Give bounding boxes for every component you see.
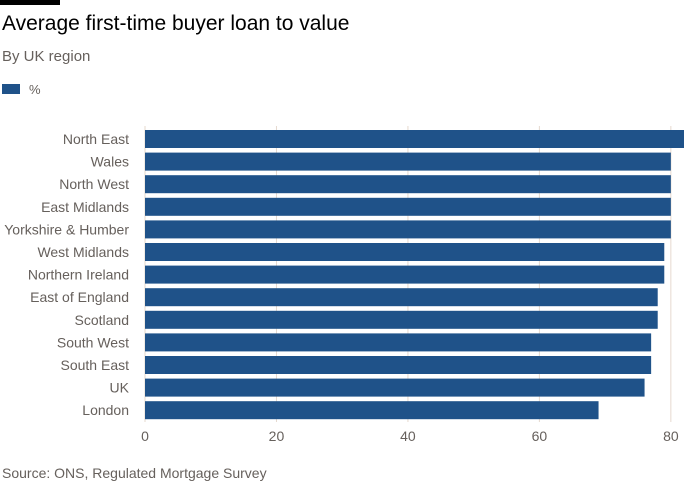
bar — [145, 220, 671, 239]
x-tick-label: 20 — [269, 428, 285, 444]
bars — [145, 130, 684, 420]
bar — [145, 333, 652, 352]
bar — [145, 152, 671, 171]
bar — [145, 130, 684, 148]
bar — [145, 243, 665, 261]
legend-swatch — [2, 84, 20, 94]
bar — [145, 378, 645, 397]
category-label: North East — [63, 131, 129, 147]
category-label: South West — [57, 334, 129, 350]
category-label: London — [82, 402, 129, 418]
chart-subtitle: By UK region — [2, 48, 91, 65]
bar — [145, 197, 671, 216]
bar — [145, 175, 671, 194]
category-label: UK — [110, 380, 130, 396]
category-label: North West — [59, 176, 129, 192]
x-tick-label: 0 — [141, 428, 149, 444]
x-tick-label: 80 — [663, 428, 679, 444]
category-label: Wales — [91, 154, 129, 170]
category-label: West Midlands — [37, 244, 129, 260]
bar — [145, 288, 658, 307]
category-label: Scotland — [75, 312, 129, 328]
bar — [145, 401, 599, 420]
x-tick-labels: 0 20 40 60 80 — [141, 428, 679, 444]
source-note: Source: ONS, Regulated Mortgage Survey — [2, 465, 267, 481]
category-label: East of England — [30, 289, 129, 305]
chart-title: Average first-time buyer loan to value — [2, 12, 350, 35]
x-tick-label: 40 — [400, 428, 416, 444]
category-label: Northern Ireland — [28, 267, 129, 283]
bar — [145, 356, 652, 374]
legend-label: % — [29, 81, 41, 97]
category-label: Yorkshire & Humber — [4, 221, 129, 237]
x-tick-label: 60 — [532, 428, 548, 444]
category-label: South East — [61, 357, 130, 373]
bar — [145, 310, 658, 329]
bar — [145, 265, 665, 284]
category-labels: North East Wales North West East Midlands Yo… — [4, 131, 129, 418]
brand-top-bar — [0, 0, 60, 5]
legend: % — [2, 80, 41, 98]
category-label: East Midlands — [41, 199, 129, 215]
